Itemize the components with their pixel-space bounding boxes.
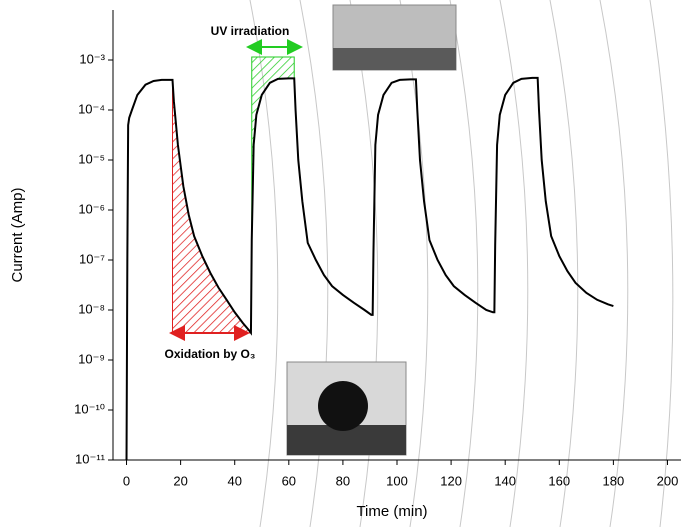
- x-tick-label: 120: [440, 473, 462, 488]
- oxidation-hatch: [172, 79, 251, 334]
- x-tick-label: 20: [173, 473, 187, 488]
- x-tick-label: 40: [227, 473, 241, 488]
- y-tick-label: 10⁻⁵: [78, 151, 105, 166]
- inset-substrate-top: [333, 48, 456, 70]
- y-tick-label: 10⁻⁹: [78, 351, 105, 366]
- x-tick-label: 60: [282, 473, 296, 488]
- line: [125, 76, 614, 461]
- y-tick-label: 10⁻³: [79, 51, 105, 66]
- x-axis-title: Time (min): [356, 503, 427, 520]
- x-tick-label: 80: [336, 473, 350, 488]
- y-tick-label: 10⁻⁷: [79, 251, 105, 266]
- x-tick-label: 160: [548, 473, 570, 488]
- annotation: UV irradiation: [211, 24, 290, 38]
- background-stripes: [249, 0, 674, 527]
- uv-hatch: [251, 56, 295, 241]
- y-tick-label: 10⁻⁴: [78, 101, 105, 116]
- x-tick-label: 140: [494, 473, 516, 488]
- x-tick-label: 100: [386, 473, 408, 488]
- y-tick-label: 10⁻¹¹: [75, 451, 106, 466]
- annotation: Oxidation by O₃: [165, 347, 256, 361]
- y-axis-title: Current (Amp): [9, 187, 26, 282]
- inset-droplet: [318, 381, 368, 431]
- y-tick-label: 10⁻⁸: [78, 301, 105, 316]
- hatch-layer: [172, 56, 295, 334]
- y-tick-label: 10⁻⁶: [78, 201, 105, 216]
- x-tick-label: 0: [123, 473, 130, 488]
- x-tick-label: 180: [603, 473, 625, 488]
- x-tick-label: 200: [657, 473, 679, 488]
- y-tick-label: 10⁻¹⁰: [74, 401, 105, 416]
